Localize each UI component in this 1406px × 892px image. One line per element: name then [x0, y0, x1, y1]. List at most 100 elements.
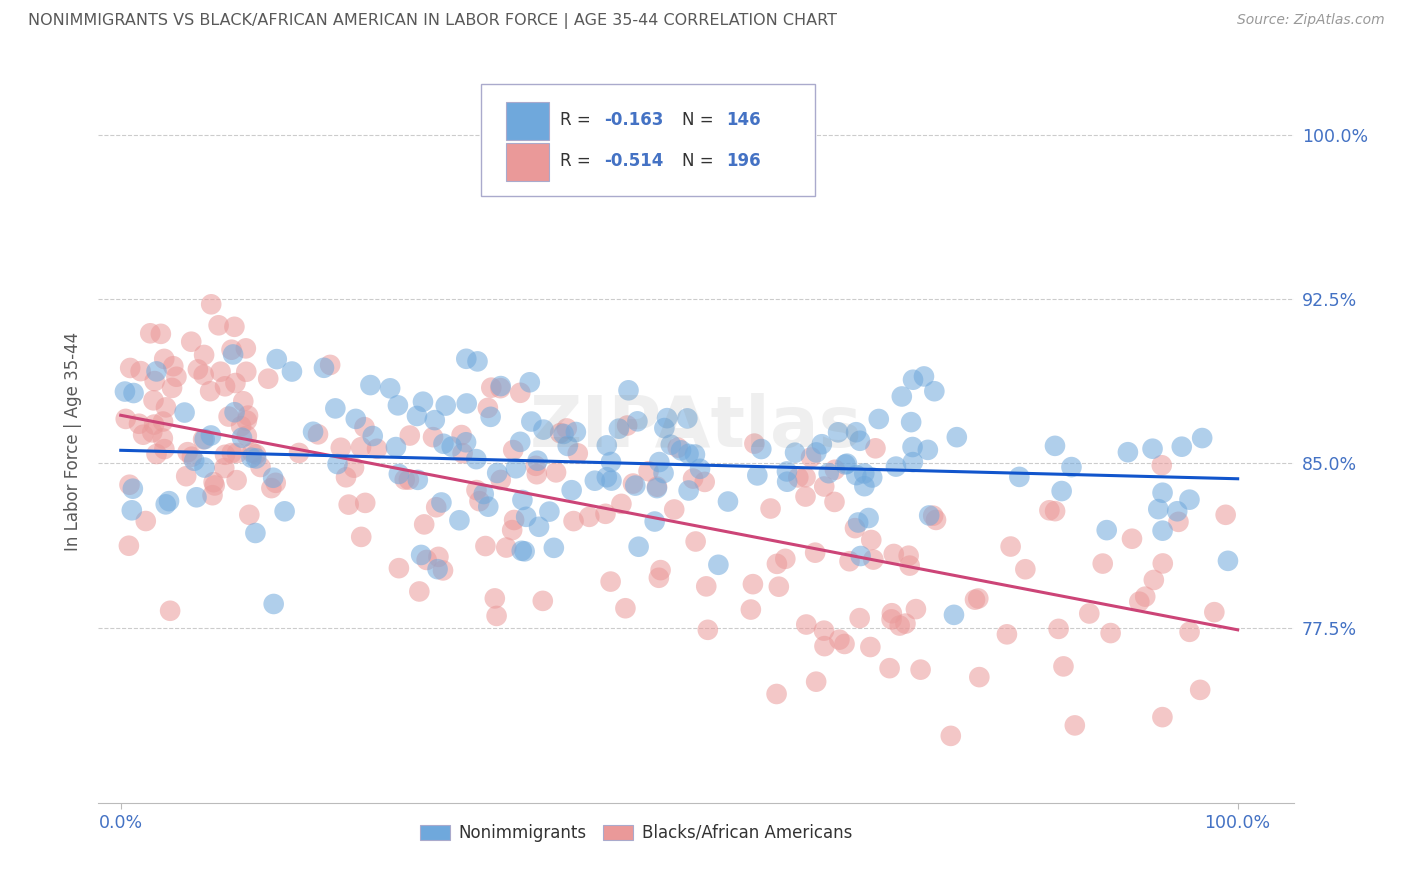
Point [231, 431, 253, 445]
Point [817, 466, 839, 480]
Point [359, 378, 381, 392]
Point [162, 359, 184, 374]
Point [912, 369, 935, 384]
Point [682, 472, 704, 486]
Point [232, 394, 254, 409]
Point [827, 425, 849, 440]
Point [398, 428, 420, 442]
Point [474, 539, 496, 553]
Point [849, 434, 872, 448]
Point [610, 497, 633, 511]
Point [1121, 532, 1143, 546]
Point [1063, 718, 1085, 732]
Point [849, 549, 872, 563]
Point [510, 543, 533, 558]
Point [616, 418, 638, 433]
Point [515, 509, 537, 524]
Point [600, 474, 623, 488]
Point [224, 405, 246, 419]
Point [942, 607, 965, 622]
Point [562, 514, 585, 528]
Point [617, 384, 640, 398]
Point [678, 447, 700, 461]
Point [456, 396, 478, 410]
Point [880, 606, 903, 620]
Point [644, 515, 666, 529]
Point [648, 571, 671, 585]
Point [884, 459, 907, 474]
Point [614, 601, 637, 615]
Point [783, 445, 806, 459]
Point [553, 426, 575, 441]
Point [804, 674, 827, 689]
Point [1152, 485, 1174, 500]
Point [186, 490, 208, 504]
Point [221, 343, 243, 357]
Point [707, 558, 730, 572]
Point [557, 439, 579, 453]
Point [900, 415, 922, 429]
Point [180, 450, 202, 464]
Point [859, 640, 882, 654]
Point [1000, 540, 1022, 554]
Point [344, 412, 367, 426]
Text: Source: ZipAtlas.com: Source: ZipAtlas.com [1237, 13, 1385, 28]
Point [766, 557, 789, 571]
Text: -0.163: -0.163 [605, 112, 664, 129]
Point [343, 460, 366, 475]
Point [1095, 523, 1118, 537]
Point [600, 455, 623, 469]
Point [266, 352, 288, 367]
Point [160, 381, 183, 395]
Point [191, 433, 214, 447]
Point [425, 500, 447, 515]
Point [155, 401, 177, 415]
Point [153, 351, 176, 366]
Point [879, 661, 901, 675]
FancyBboxPatch shape [481, 84, 815, 196]
Point [135, 514, 157, 528]
Point [214, 461, 236, 475]
Point [678, 483, 700, 498]
FancyBboxPatch shape [506, 103, 548, 140]
Point [388, 561, 411, 575]
Point [249, 460, 271, 475]
Point [1152, 557, 1174, 571]
Point [489, 473, 512, 487]
Point [676, 411, 699, 425]
Point [183, 454, 205, 468]
Point [114, 384, 136, 399]
Point [454, 435, 477, 450]
Point [245, 526, 267, 541]
Point [1166, 504, 1188, 518]
Point [264, 475, 287, 490]
Point [503, 513, 526, 527]
Point [533, 423, 555, 437]
Text: ZIPAtlas: ZIPAtlas [530, 392, 862, 461]
Point [240, 450, 263, 465]
Point [260, 481, 283, 495]
Point [209, 365, 232, 379]
Point [326, 457, 349, 471]
Text: N =: N = [682, 112, 718, 129]
Point [648, 455, 671, 469]
Point [245, 447, 267, 461]
Point [555, 421, 578, 435]
Point [578, 509, 600, 524]
Point [1189, 682, 1212, 697]
Point [467, 354, 489, 368]
Point [775, 552, 797, 566]
Point [596, 438, 619, 452]
Y-axis label: In Labor Force | Age 35-44: In Labor Force | Age 35-44 [63, 332, 82, 551]
Point [207, 318, 229, 333]
Point [118, 539, 141, 553]
Point [967, 591, 990, 606]
Point [385, 440, 408, 454]
Point [596, 470, 619, 484]
Point [838, 554, 860, 568]
Point [145, 364, 167, 378]
Point [1152, 524, 1174, 538]
Point [787, 470, 810, 484]
Point [513, 544, 536, 558]
Point [526, 467, 548, 482]
